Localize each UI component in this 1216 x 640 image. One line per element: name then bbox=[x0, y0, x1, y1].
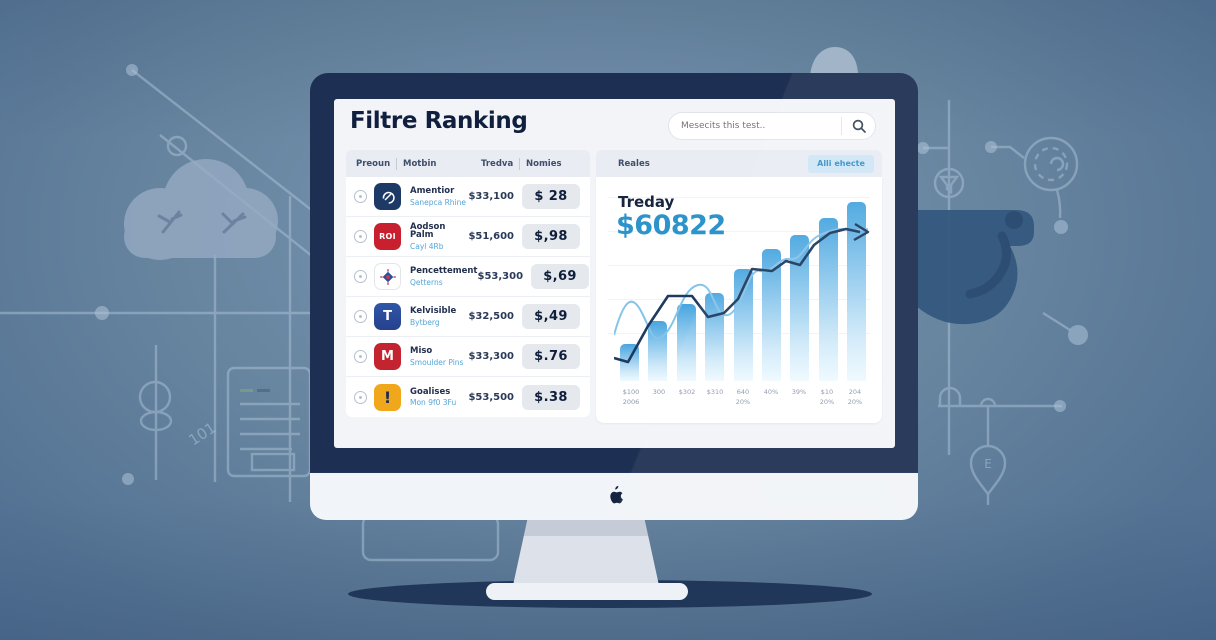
item-value: $33,300 bbox=[468, 351, 514, 362]
item-subtitle: Sanepca Rhine bbox=[410, 197, 467, 207]
item-name: Aodson Palm bbox=[410, 221, 446, 241]
price-badge: $,98 bbox=[522, 224, 580, 249]
doodle-hand-shape bbox=[914, 210, 1034, 325]
table-row[interactable]: ! Goalises Mon 9f0 3Fu $53,500 $.38 bbox=[346, 377, 590, 417]
item-name: Amentior bbox=[410, 186, 455, 196]
trend-lines bbox=[614, 222, 870, 364]
apple-logo-icon bbox=[610, 485, 623, 504]
rank-circle-icon bbox=[354, 310, 367, 323]
rank-circle-icon bbox=[354, 390, 367, 404]
chart-bar bbox=[620, 344, 639, 381]
compass-star-icon bbox=[374, 263, 401, 290]
price-badge: $.76 bbox=[522, 344, 580, 369]
item-subtitle: Qetterns bbox=[410, 277, 443, 287]
page-title: Filtre Ranking bbox=[350, 108, 528, 134]
chart-panel-header: Reales Alli ehecte bbox=[596, 150, 882, 177]
mountain-icon: M bbox=[374, 343, 401, 370]
item-subtitle: Smoulder Pins bbox=[410, 357, 464, 367]
x-axis-label: $310 bbox=[706, 388, 724, 396]
item-subtitle: Mon 9f0 3Fu bbox=[410, 398, 457, 407]
item-name: Pencettement bbox=[410, 266, 478, 276]
table-row[interactable]: T Kelvisible Bytberg $32,500 $,49 bbox=[346, 297, 590, 337]
table-header: Preoun Motbin Tredva Nomies bbox=[346, 150, 590, 177]
chart-bar bbox=[790, 234, 810, 381]
table-row[interactable]: Amentior Sanepca Rhine $33,100 $ 28 bbox=[346, 177, 590, 217]
rank-circle-icon bbox=[354, 350, 367, 363]
search-button[interactable] bbox=[842, 113, 875, 139]
chart-total-value: $60822 bbox=[616, 210, 726, 241]
x-axis-label: $302 bbox=[678, 388, 696, 396]
ranking-table: Amentior Sanepca Rhine $33,100 $ 28 ROI … bbox=[346, 177, 590, 417]
chart-bar bbox=[847, 201, 866, 381]
table-row[interactable]: Pencettement Qetterns $53,300 $,69 bbox=[346, 257, 590, 297]
column-header: Tredva bbox=[481, 158, 514, 169]
trend-light-line bbox=[614, 227, 869, 340]
cloud-shape bbox=[124, 159, 278, 260]
table-row[interactable]: M Miso Smoulder Pins $33,300 $.76 bbox=[346, 337, 590, 377]
screen: Filtre Ranking Preoun Motbin Tredva bbox=[334, 99, 895, 448]
chart-bar bbox=[676, 304, 696, 381]
price-badge: $,49 bbox=[522, 304, 580, 329]
monitor-stand-base bbox=[486, 583, 688, 600]
table-row[interactable]: ROI Aodson Palm Cayl 4Rb $51,600 $,98 bbox=[346, 217, 590, 257]
rank-circle-icon bbox=[354, 230, 367, 243]
header-divider bbox=[396, 157, 397, 170]
wave-emblem-icon bbox=[374, 183, 401, 210]
item-name: Kelvisible bbox=[410, 306, 457, 316]
x-axis-label: $100 2006 bbox=[622, 388, 640, 407]
item-value: $53,500 bbox=[468, 391, 514, 403]
search-bar[interactable] bbox=[668, 112, 876, 140]
chart-card: Treday $60822 $100 2006 300 $302 $310 640 2… bbox=[596, 177, 882, 423]
search-divider bbox=[841, 117, 842, 135]
item-value: $53,300 bbox=[477, 271, 524, 282]
bar-group bbox=[620, 198, 866, 381]
item-value: $32,500 bbox=[468, 311, 514, 322]
search-input[interactable] bbox=[669, 121, 841, 131]
price-badge: $ 28 bbox=[522, 184, 580, 209]
roi-icon: ROI bbox=[374, 223, 401, 250]
item-subtitle: Bytberg bbox=[410, 317, 440, 327]
column-header: Preoun bbox=[356, 158, 391, 169]
trend-dark-line bbox=[614, 227, 861, 364]
exclamation-icon: ! bbox=[374, 383, 401, 411]
price-badge: $.38 bbox=[522, 384, 580, 410]
item-value: $33,100 bbox=[468, 191, 514, 202]
x-axis-label: 39% bbox=[791, 388, 807, 396]
search-icon bbox=[852, 119, 866, 133]
header-divider bbox=[519, 157, 520, 170]
item-name: Goalises bbox=[410, 386, 451, 397]
chart-title: Treday bbox=[618, 193, 675, 211]
x-axis-label: 640 20% bbox=[735, 388, 751, 407]
column-header: Motbin bbox=[403, 158, 437, 169]
t-badge-icon: T bbox=[374, 303, 401, 330]
chart-bar bbox=[761, 249, 781, 381]
trend-arrow-icon bbox=[853, 222, 870, 242]
item-value: $51,600 bbox=[468, 231, 514, 242]
panel-label: Reales bbox=[618, 158, 650, 169]
x-axis-label: $10 20% bbox=[819, 388, 835, 407]
price-badge: $,69 bbox=[531, 264, 590, 289]
item-name: Miso bbox=[410, 346, 433, 356]
x-axis-labels: $100 2006 300 $302 $310 640 20% 40% 39% $10 2… bbox=[618, 387, 868, 408]
filter-badge[interactable]: Alli ehecte bbox=[808, 154, 874, 173]
column-header: Nomies bbox=[526, 158, 562, 169]
x-axis-label: 300 bbox=[652, 388, 666, 396]
monitor-stand-neck bbox=[513, 518, 659, 585]
rank-circle-icon bbox=[354, 190, 367, 203]
cloud-bump-shape bbox=[810, 47, 858, 76]
item-subtitle: Cayl 4Rb bbox=[410, 241, 444, 251]
x-axis-label: 204 20% bbox=[847, 388, 863, 407]
svg-text:E: E bbox=[984, 457, 992, 471]
monitor-chin bbox=[310, 472, 918, 520]
imac-monitor: Filtre Ranking Preoun Motbin Tredva bbox=[310, 73, 918, 520]
x-axis-label: 40% bbox=[763, 388, 779, 396]
chart-bar bbox=[818, 218, 838, 381]
rank-circle-icon bbox=[354, 270, 367, 283]
